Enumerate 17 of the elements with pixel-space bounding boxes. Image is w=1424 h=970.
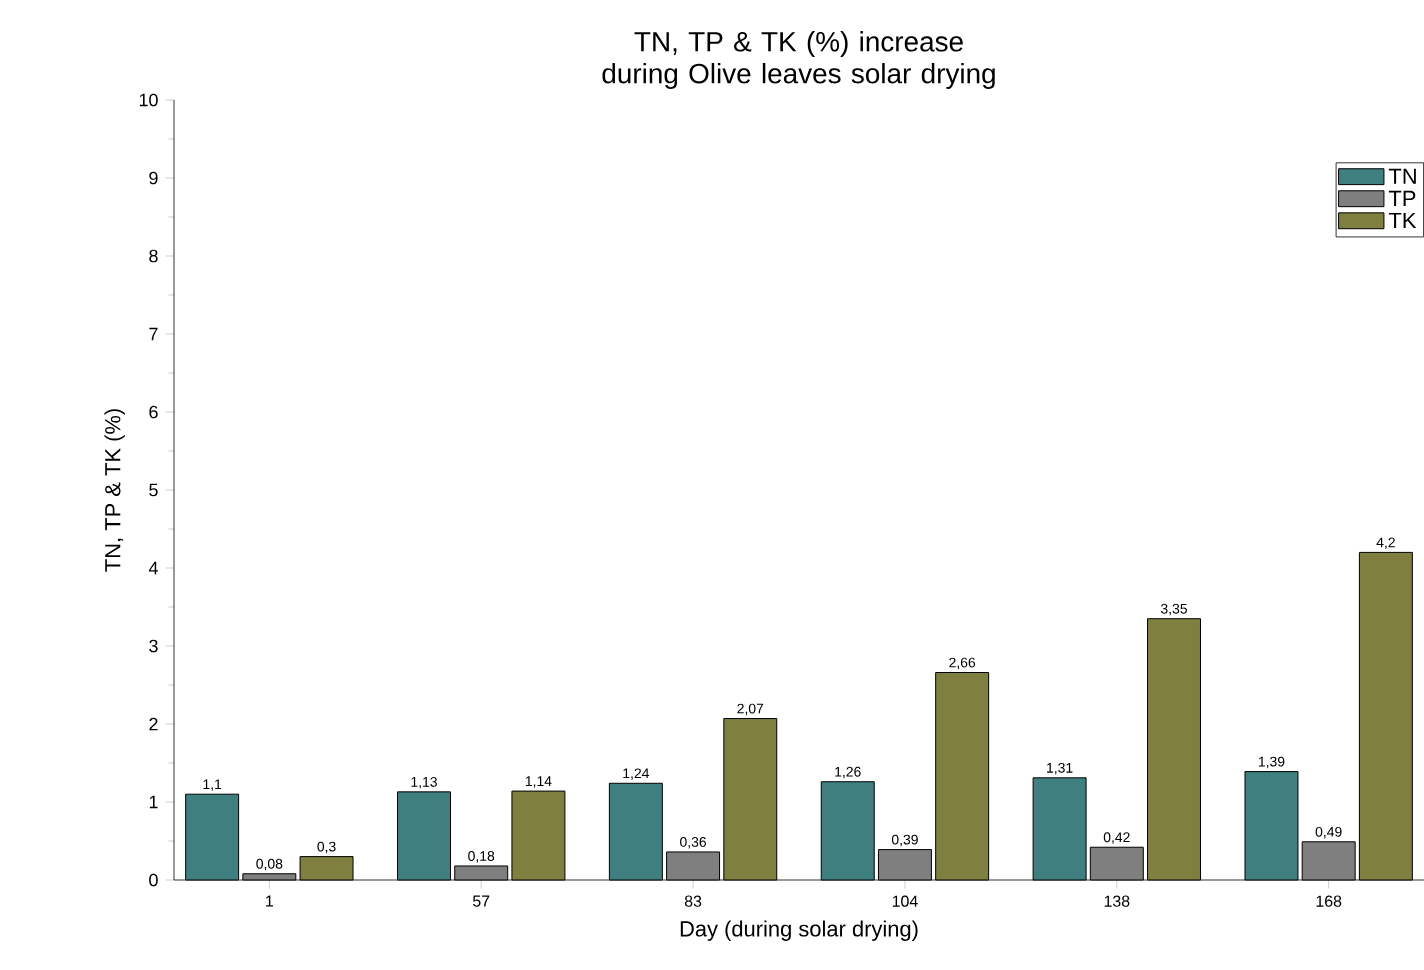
legend-label: TP [1388,190,1416,206]
chart-title: TN, TP & TK (%) increase during Olive leaves solar drying [602,31,995,89]
y-tick-label: 7 [149,327,158,341]
y-axis-title: TN, TP & TK (%) [104,409,125,572]
y-tick-label: 0 [149,873,158,887]
y-tick-label: 2 [149,717,158,731]
y-tick-label: 9 [149,171,158,185]
x-axis-title: Day (during solar drying) [680,920,918,941]
y-tick-label: 6 [149,405,158,419]
y-tick-label: 4 [148,561,158,575]
y-tick-label: 3 [149,639,158,653]
y-tick-label: 10 [139,93,158,107]
y-tick-label: 1 [149,795,158,809]
legend-label: TK [1388,212,1417,228]
y-tick-label: 8 [149,249,158,263]
y-tick-label: 5 [149,483,158,497]
legend-label: TN [1388,168,1416,184]
